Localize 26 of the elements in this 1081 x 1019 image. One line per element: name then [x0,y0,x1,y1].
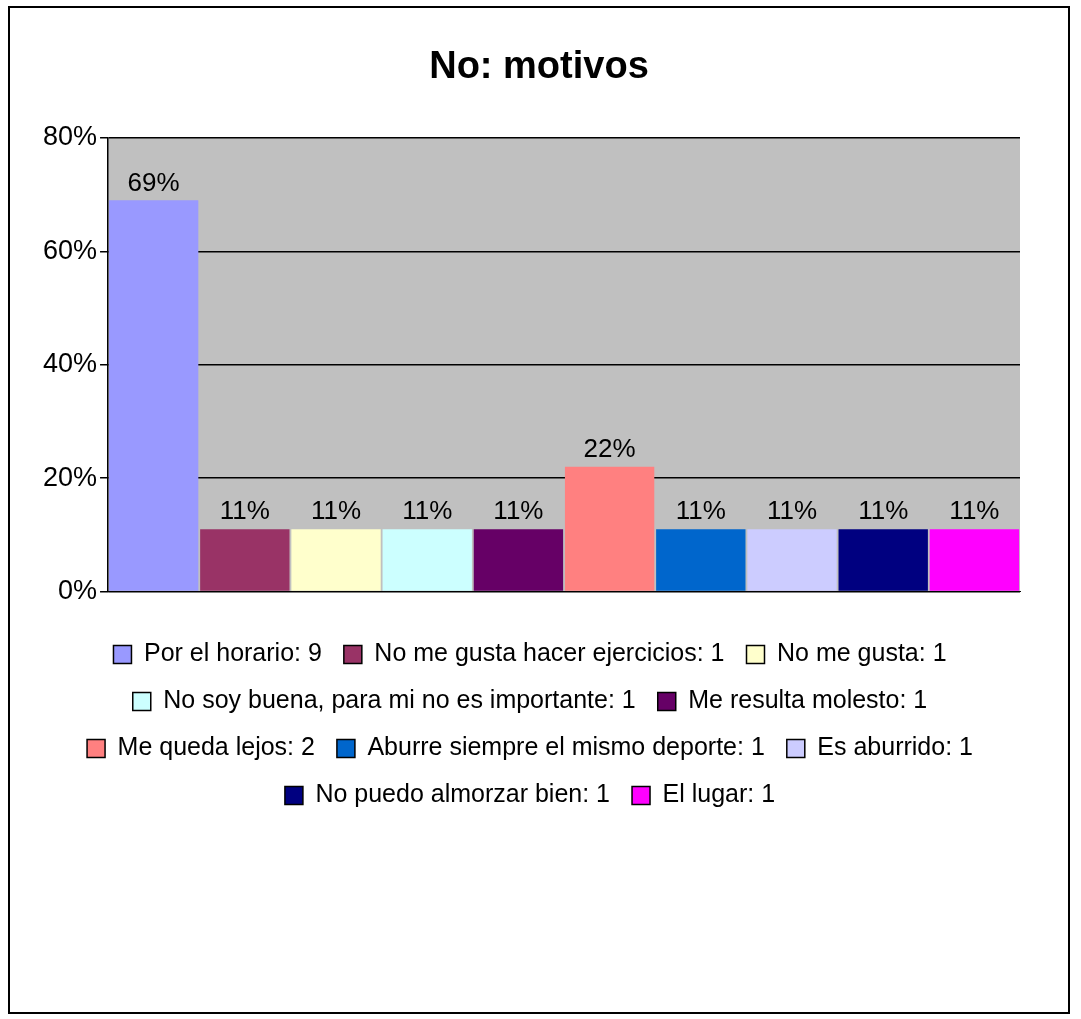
y-tick-label: 40% [42,348,98,379]
data-label: 11% [675,495,726,526]
y-tick-label: 80% [42,121,98,152]
legend-label: Me resulta molesto: 1 [688,685,928,714]
legend-label: No soy buena, para mi no es importante: 1 [163,685,636,714]
chart-title: No: motivos [428,44,650,87]
y-tick-label: 20% [42,461,98,492]
data-label: 69% [127,166,180,197]
legend-label: No me gusta: 1 [777,638,947,667]
y-tick-label: 0% [58,575,98,606]
data-label: 11% [402,495,453,526]
legend-label: No puedo almorzar bien: 1 [315,779,611,808]
legend-label: El lugar: 1 [662,779,776,808]
data-label: 22% [583,433,636,464]
data-label: 11% [310,495,362,526]
legend-label: Es aburrido: 1 [817,732,973,761]
legend-label: No me gusta hacer ejercicios: 1 [374,638,725,667]
data-label: 11% [858,495,909,526]
data-label: 11% [949,495,1000,526]
y-tick-label: 60% [42,234,98,265]
legend-label: Por el horario: 9 [143,638,322,667]
data-label: 11% [493,495,544,526]
legend-label: Aburre siempre el mismo deporte: 1 [367,732,765,761]
data-label: 11% [766,495,818,526]
data-label: 11% [219,495,270,526]
legend-label: Me queda lejos: 2 [117,732,315,761]
